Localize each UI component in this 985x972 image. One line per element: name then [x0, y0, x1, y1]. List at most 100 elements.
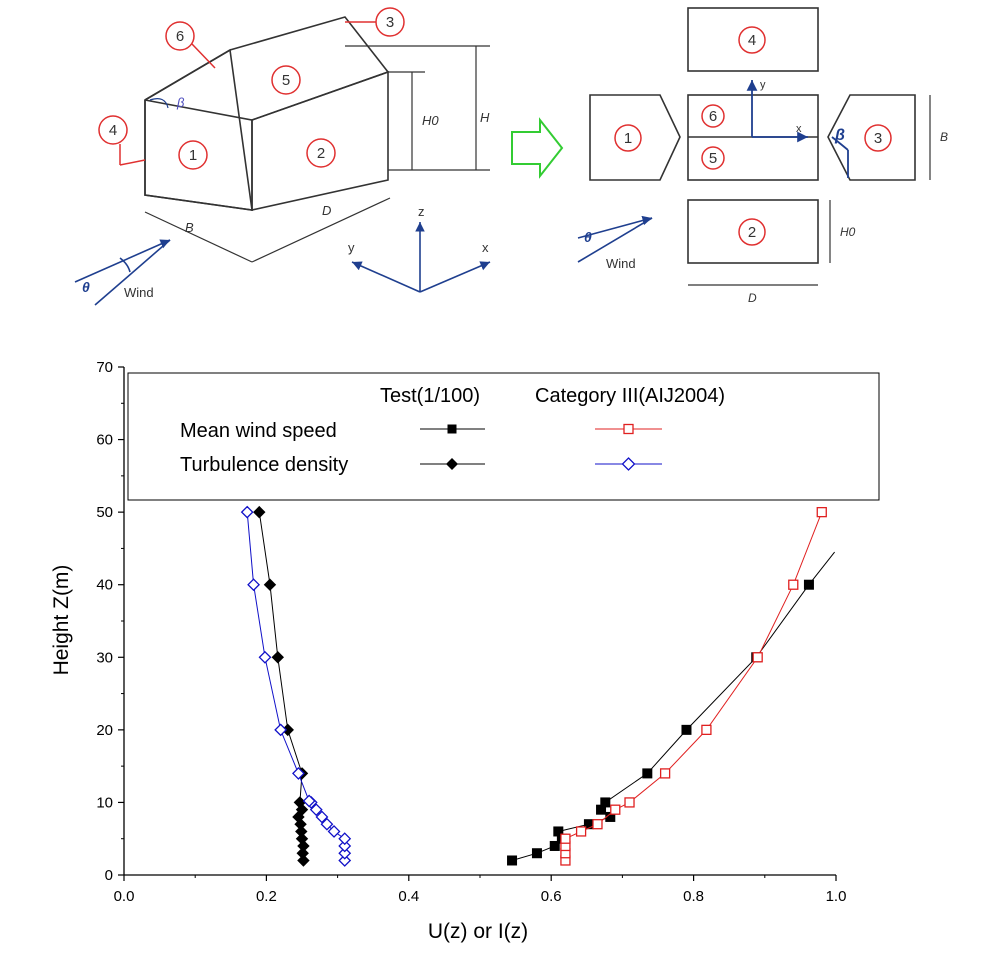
- face-3-label: 3: [874, 130, 882, 147]
- callout-3: 3: [386, 14, 394, 31]
- plot-series: [240, 505, 835, 867]
- data-point: [338, 846, 352, 860]
- callout-6: 6: [176, 28, 184, 45]
- building-diagram: 6 3 4 5 1 2 H0 H B D β θ Wind z y x: [74, 7, 948, 306]
- data-point: [338, 832, 352, 846]
- data-point: [320, 817, 334, 831]
- dim-d: D: [322, 203, 331, 218]
- wind-label-left: Wind: [124, 285, 154, 300]
- data-point: [253, 505, 266, 519]
- building-3d: [144, 16, 390, 211]
- callout-5: 5: [282, 72, 290, 89]
- data-point: [549, 840, 560, 851]
- data-point: [292, 766, 305, 780]
- data-point: [302, 794, 316, 808]
- legend-box: [127, 372, 880, 501]
- data-point: [295, 825, 308, 838]
- data-point: [816, 506, 827, 518]
- data-point: [659, 768, 671, 779]
- y-tick-label: 60: [96, 432, 113, 449]
- axis-y-left: y: [348, 240, 355, 255]
- dim-b-right: B: [940, 130, 948, 144]
- data-point: [592, 819, 603, 830]
- series-0: [507, 551, 835, 866]
- y-tick-label: 50: [96, 504, 113, 521]
- legend: Test(1/100) Category III(AIJ2004) Mean w…: [127, 372, 880, 501]
- face-1-label: 1: [624, 130, 632, 147]
- x-tick-label: 0.2: [256, 888, 277, 905]
- data-point: [295, 832, 309, 845]
- dim-b: B: [185, 220, 194, 235]
- face-6-label: 6: [709, 108, 717, 125]
- data-point: [575, 826, 587, 837]
- legend-marker-mean-aij: [623, 423, 634, 435]
- legend-row-turb: Turbulence density: [180, 454, 348, 476]
- legend-row-mean: Mean wind speed: [180, 420, 337, 442]
- data-point: [752, 652, 763, 663]
- dim-d-right: D: [748, 291, 757, 305]
- beta-label-right: β: [834, 127, 845, 144]
- y-tick-label: 10: [96, 794, 113, 811]
- legend-header-aij: Category III(AIJ2004): [535, 385, 725, 407]
- axis-x-right: x: [796, 123, 802, 135]
- axis-z-left: z: [418, 204, 425, 219]
- data-point: [315, 810, 329, 824]
- callout-1: 1: [189, 147, 197, 164]
- data-point: [788, 579, 799, 590]
- legend-marker-turb-aij: [621, 457, 636, 471]
- y-tick-label: 70: [96, 359, 113, 376]
- data-point: [642, 768, 653, 779]
- x-tick-label: 0.8: [683, 888, 704, 905]
- data-point: [247, 578, 261, 592]
- data-point: [600, 797, 611, 808]
- y-tick-label: 0: [105, 867, 113, 884]
- dim-h: H: [480, 110, 490, 125]
- x-tick-label: 0.0: [114, 888, 135, 905]
- data-point: [309, 803, 323, 817]
- data-point: [560, 833, 571, 844]
- series-3: [240, 505, 352, 867]
- data-point: [327, 825, 341, 838]
- legend-marker-mean-test: [447, 424, 457, 434]
- data-point: [610, 804, 621, 815]
- callout-2: 2: [317, 145, 325, 162]
- callout-4: 4: [109, 122, 117, 139]
- y-tick-label: 20: [96, 722, 113, 739]
- dim-h0: H0: [422, 113, 439, 128]
- face-4-label: 4: [748, 32, 756, 49]
- series-line: [258, 512, 304, 861]
- y-tick-label: 40: [96, 577, 113, 594]
- wind-label-right: Wind: [606, 256, 636, 271]
- data-point: [701, 724, 712, 736]
- series-2: [253, 505, 310, 867]
- data-point: [263, 578, 277, 591]
- data-point: [297, 839, 310, 853]
- y-axis-title: Height Z(m): [50, 565, 73, 676]
- data-point: [624, 797, 635, 808]
- x-tick-label: 1.0: [826, 888, 847, 905]
- data-point: [531, 848, 542, 859]
- beta-label-left: β: [176, 95, 185, 110]
- theta-label-left: θ: [82, 279, 90, 295]
- data-point: [338, 854, 352, 867]
- legend-marker-turb-test: [446, 458, 458, 470]
- face-5-label: 5: [709, 150, 717, 167]
- face-2-label: 2: [748, 224, 756, 241]
- series-1: [560, 506, 827, 866]
- data-point: [296, 847, 309, 860]
- green-arrow: [511, 117, 564, 179]
- axis-y-right: y: [760, 79, 766, 91]
- data-point: [507, 855, 518, 866]
- data-point: [258, 650, 272, 664]
- x-tick-label: 0.6: [541, 888, 562, 905]
- data-point: [803, 579, 814, 590]
- legend-header-test: Test(1/100): [380, 385, 480, 407]
- x-axis-title: U(z) or I(z): [428, 920, 528, 943]
- data-point: [274, 723, 288, 737]
- data-point: [240, 505, 254, 519]
- unfolded-faces: [589, 7, 916, 264]
- data-point: [681, 724, 692, 735]
- series-line: [246, 512, 346, 861]
- plot-axes: 0.0 0.2 0.4 0.6 0.8 1.0 0 10 20 30 40 50 60 70: [96, 359, 846, 905]
- theta-label-right: θ: [584, 229, 592, 245]
